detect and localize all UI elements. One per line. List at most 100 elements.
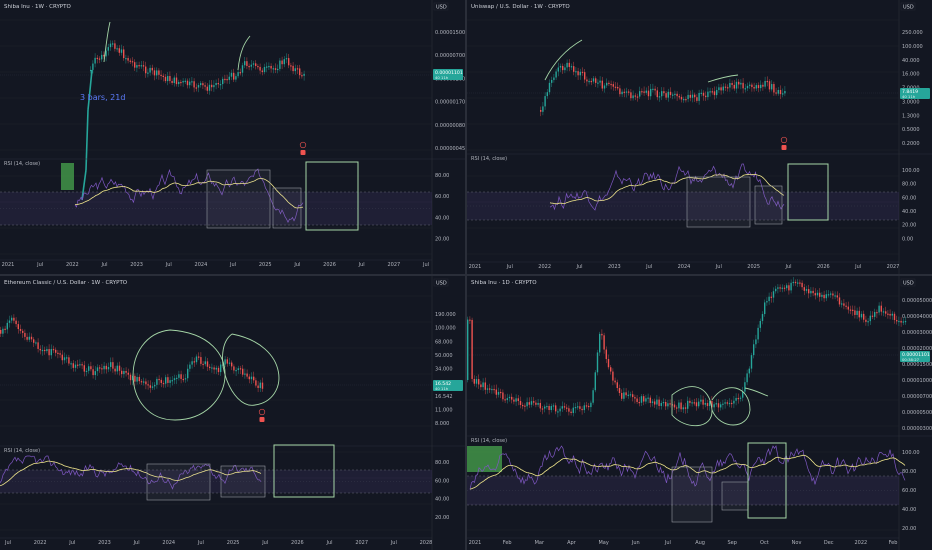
- price-tick-label: 0.0000400000: [902, 314, 932, 320]
- candle: [246, 61, 248, 66]
- time-tick-label: 2027: [355, 540, 368, 546]
- candle: [555, 405, 557, 412]
- candle: [673, 404, 676, 408]
- candle: [898, 320, 900, 323]
- candle: [55, 349, 57, 353]
- candle: [497, 391, 500, 395]
- candle: [865, 319, 867, 322]
- candle: [136, 65, 138, 68]
- time-tick-label: Jul: [229, 262, 236, 268]
- candle: [255, 380, 257, 386]
- candle: [621, 91, 623, 95]
- rsi-label: RSI (14, close): [471, 156, 507, 162]
- candle: [801, 282, 803, 288]
- candle: [478, 379, 480, 385]
- candle: [607, 359, 610, 368]
- rsi-line: [74, 168, 304, 224]
- candle: [46, 349, 48, 352]
- candle: [821, 294, 823, 297]
- candle: [770, 296, 772, 298]
- candle: [669, 91, 672, 96]
- rsi-tick-label: 20.00: [902, 526, 916, 532]
- candle: [606, 82, 608, 86]
- candle: [619, 88, 621, 95]
- candle: [863, 313, 865, 320]
- candle: [72, 363, 74, 368]
- candle: [142, 65, 145, 67]
- chart-panel-etc-weekly[interactable]: Ethereum Classic / U.S. Dollar · 1W · CR…: [0, 276, 465, 550]
- candle: [691, 402, 693, 404]
- candle: [887, 313, 889, 315]
- candle: [706, 403, 709, 407]
- candle: [517, 398, 519, 401]
- candle: [878, 305, 880, 313]
- rsi-ma-line: [0, 460, 262, 487]
- candle: [61, 354, 63, 361]
- candle: [522, 404, 524, 407]
- candle: [647, 90, 650, 97]
- time-tick-label: 2025: [259, 262, 272, 268]
- candle: [728, 402, 731, 405]
- drawn-rectangle: [273, 444, 335, 498]
- candle: [586, 79, 588, 82]
- candle: [541, 408, 544, 410]
- candle: [495, 389, 497, 395]
- price-badge: [900, 351, 930, 362]
- candle: [138, 376, 140, 382]
- panel-divider-horizontal[interactable]: [0, 274, 932, 276]
- candle: [628, 91, 630, 93]
- candle: [577, 71, 579, 76]
- candle: [764, 302, 766, 315]
- candle: [24, 332, 26, 337]
- chart-panel-uni-weekly[interactable]: Uniswap / U.S. Dollar · 1W · CRYPTO USD 25…: [467, 0, 932, 274]
- drawing-curve: [132, 329, 226, 421]
- candle: [211, 84, 213, 88]
- candle: [103, 365, 105, 370]
- candle: [753, 344, 755, 356]
- candle: [599, 333, 601, 353]
- candle: [771, 84, 773, 90]
- candle: [759, 320, 761, 328]
- candle: [596, 352, 599, 373]
- candle: [592, 78, 595, 82]
- rsi-tick-label: 40.00: [435, 215, 449, 221]
- candle: [663, 91, 665, 94]
- candle: [572, 407, 574, 414]
- candle: [674, 93, 676, 96]
- price-tick-label: 190.000: [435, 312, 456, 318]
- candle: [79, 364, 81, 366]
- candle: [733, 400, 735, 404]
- candle: [625, 91, 628, 93]
- chart-panel-shib-weekly[interactable]: Shiba Inu · 1W · CRYPTO USD 0.0000150000 0.…: [0, 0, 465, 274]
- candle: [296, 68, 299, 70]
- candle: [636, 398, 638, 402]
- chart-panel-shib-daily[interactable]: Shiba Inu · 1D · CRYPTO USD 0.0000500000 0.…: [467, 276, 932, 550]
- candle: [561, 406, 563, 409]
- time-tick-label: 2023: [608, 264, 621, 270]
- candle: [616, 382, 618, 388]
- candle: [301, 75, 303, 77]
- candle: [702, 399, 704, 405]
- price-tick-label: 50.000: [435, 353, 453, 359]
- rsi-tick-label: 100.00: [902, 168, 920, 174]
- candle: [283, 59, 285, 65]
- candle: [784, 90, 786, 94]
- time-tick-label: 2026: [291, 540, 304, 546]
- candle: [147, 384, 149, 386]
- candle: [173, 378, 176, 381]
- chart-title: Ethereum Classic / U.S. Dollar · 1W · CR…: [4, 280, 128, 286]
- candle: [641, 91, 643, 93]
- price-tick-label: 0.0000500000: [902, 298, 932, 304]
- candle: [557, 411, 559, 413]
- candle: [768, 81, 771, 90]
- candle: [678, 402, 680, 409]
- drawn-rectangle: [305, 161, 359, 231]
- candle: [658, 399, 660, 406]
- candle: [748, 368, 750, 374]
- candle: [15, 320, 17, 325]
- candle: [103, 54, 105, 57]
- candle: [211, 367, 213, 369]
- price-tick-label: 68.000: [435, 339, 453, 345]
- price-badge-value: 0.00001101: [435, 70, 463, 76]
- candle: [147, 72, 149, 74]
